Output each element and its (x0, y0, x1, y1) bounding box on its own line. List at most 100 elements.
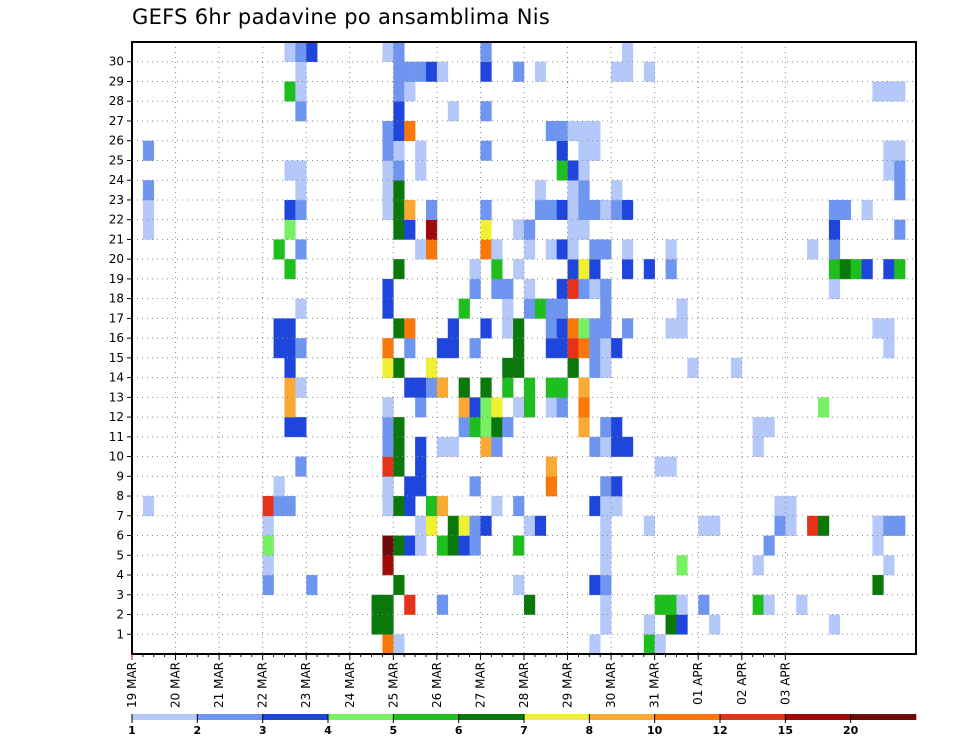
heatmap-cell (785, 515, 797, 536)
heatmap-cell (447, 338, 459, 359)
heatmap-cell (872, 575, 884, 596)
heatmap-cell (622, 259, 634, 280)
heatmap-cell (709, 515, 721, 536)
heatmap-cell (524, 298, 536, 319)
heatmap-cell (578, 278, 590, 299)
heatmap-cell (415, 456, 427, 477)
heatmap-cell (284, 338, 296, 359)
heatmap-cell (262, 575, 274, 596)
heatmap-cell (600, 298, 612, 319)
x-tick-label: 28 MAR (517, 662, 531, 708)
heatmap-cell (556, 120, 568, 142)
heatmap-cell (839, 199, 851, 220)
colorbar-label: 10 (647, 724, 663, 737)
heatmap-cell (382, 180, 394, 201)
heatmap-cell (578, 140, 590, 161)
heatmap-cell (306, 575, 318, 596)
heatmap-cell (447, 318, 459, 339)
colorbar-swatch (850, 714, 917, 720)
colorbar-swatch (328, 714, 394, 720)
heatmap-cell (382, 140, 394, 161)
heatmap-cell (436, 338, 449, 359)
y-tick-label: 12 (109, 410, 124, 424)
x-tick-label: 02 APR (735, 662, 749, 705)
heatmap-cell (393, 456, 405, 477)
heatmap-cell (589, 436, 601, 457)
heatmap-cell (404, 81, 416, 102)
heatmap-cell (872, 318, 884, 339)
heatmap-cell (643, 61, 655, 82)
y-tick-label: 25 (109, 153, 124, 167)
heatmap-cell (839, 259, 851, 280)
heatmap-cell (524, 397, 536, 418)
heatmap-cell (556, 397, 568, 418)
heatmap-cell (393, 61, 405, 82)
heatmap-cell (426, 239, 438, 260)
heatmap-cell (534, 199, 547, 220)
heatmap-cell (676, 318, 688, 339)
colorbar-label: 5 (390, 724, 398, 737)
heatmap-cell (534, 515, 547, 536)
heatmap-cell (469, 338, 481, 359)
heatmap-cell (578, 219, 590, 240)
heatmap-cell (861, 199, 873, 220)
heatmap-cell (295, 160, 307, 181)
heatmap-cell (284, 417, 296, 438)
heatmap-cell (818, 515, 830, 536)
colorbar-label: 20 (843, 724, 859, 737)
heatmap-cell (447, 515, 459, 536)
heatmap-cell (807, 239, 819, 260)
heatmap-cell (393, 199, 405, 220)
heatmap-cell (611, 476, 623, 497)
heatmap-cell (393, 575, 405, 596)
y-tick-label: 16 (109, 331, 124, 345)
heatmap-cell (480, 219, 492, 240)
heatmap-cell (578, 338, 590, 359)
heatmap-cell (763, 417, 775, 438)
heatmap-cell (643, 515, 655, 536)
heatmap-cell (393, 436, 405, 457)
colorbar-label: 15 (778, 724, 793, 737)
heatmap-cell (665, 594, 677, 615)
heatmap-cell (828, 239, 841, 260)
heatmap-cell (622, 199, 634, 220)
heatmap-cell (382, 436, 394, 457)
heatmap-cell (404, 219, 416, 240)
heatmap-cell (415, 515, 427, 536)
heatmap-cell (545, 338, 557, 359)
y-tick-label: 8 (116, 489, 124, 503)
heatmap-cell (600, 614, 612, 635)
heatmap-cell (295, 180, 307, 201)
heatmap-cell (513, 338, 525, 359)
colorbar: 1 2 3 4 5 6 7 8 10 12 15 20 (128, 714, 917, 737)
heatmap-cell (469, 259, 481, 280)
heatmap-cell (382, 496, 394, 517)
heatmap-cell (578, 397, 590, 418)
x-tick-label: 22 MAR (256, 662, 270, 708)
y-tick-label: 9 (116, 469, 124, 483)
heatmap-cell (469, 397, 481, 418)
heatmap-cell (589, 575, 601, 596)
heatmap-cell (534, 61, 547, 82)
heatmap-cell (622, 318, 634, 339)
heatmap-cell (752, 594, 764, 615)
heatmap-cell (436, 535, 449, 556)
y-tick-label: 29 (109, 74, 124, 88)
colorbar-label: 7 (520, 724, 528, 737)
heatmap-cell (404, 594, 416, 615)
heatmap-cell (426, 199, 438, 220)
heatmap-cell (142, 180, 155, 201)
colorbar-swatch (262, 714, 329, 720)
y-tick-label: 5 (116, 548, 124, 562)
y-tick-label: 14 (109, 371, 124, 385)
heatmap-cell (404, 61, 416, 82)
heatmap-cell (861, 259, 873, 280)
heatmap-cell (556, 298, 568, 319)
colorbar-label: 4 (324, 724, 332, 737)
heatmap-cell (567, 199, 579, 220)
heatmap-cell (894, 180, 906, 201)
heatmap-cell (545, 456, 557, 477)
heatmap-cell (578, 180, 590, 201)
heatmap-cell (480, 239, 492, 260)
